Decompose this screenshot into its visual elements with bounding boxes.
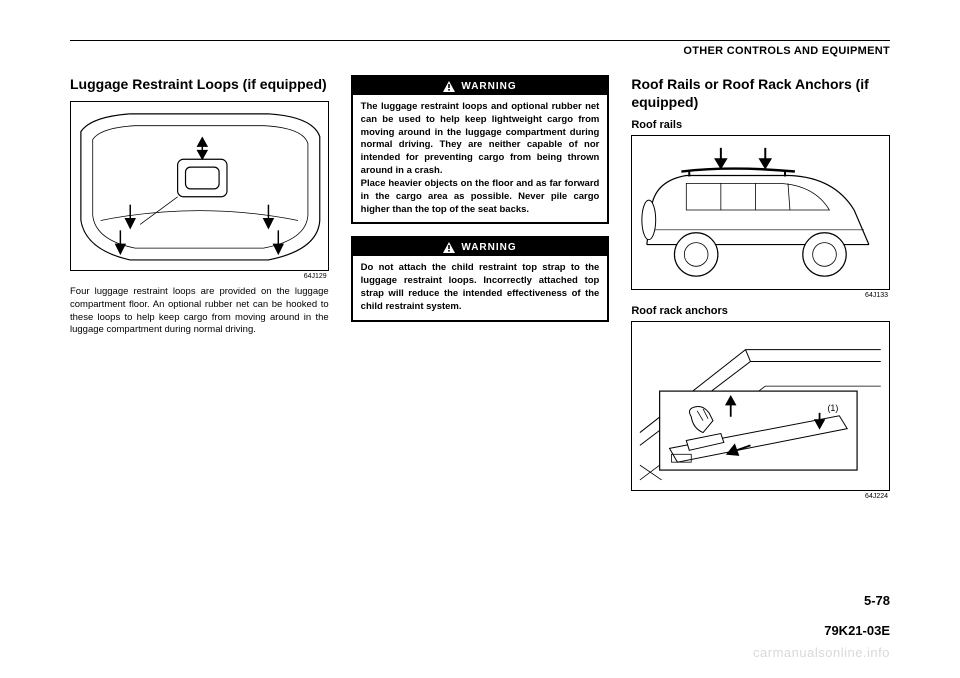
warning-label-1: WARNING	[461, 81, 516, 92]
header-section-title: OTHER CONTROLS AND EQUIPMENT	[70, 45, 890, 57]
figure-luggage-loops	[70, 101, 329, 271]
figure-roof-rails	[631, 135, 890, 290]
luggage-loops-heading: Luggage Restraint Loops (if equipped)	[70, 75, 329, 93]
roof-rack-anchors-subhead: Roof rack anchors	[631, 305, 890, 317]
figure-caption-1: 64J129	[70, 273, 327, 280]
document-code: 79K21-03E	[824, 623, 890, 638]
column-1: Luggage Restraint Loops (if equipped)	[70, 75, 329, 506]
warning-box-2: WARNING Do not attach the child restrain…	[351, 236, 610, 321]
roof-rails-heading: Roof Rails or Roof Rack Anchors (if equi…	[631, 75, 890, 111]
content-columns: Luggage Restraint Loops (if equipped)	[70, 75, 890, 506]
column-2: WARNING The luggage restraint loops and …	[351, 75, 610, 506]
warning-header-2: WARNING	[353, 238, 608, 256]
warning-triangle-icon	[443, 242, 455, 253]
figure-caption-3: 64J224	[631, 493, 888, 500]
figure-caption-2: 64J133	[631, 292, 888, 299]
page: OTHER CONTROLS AND EQUIPMENT Luggage Res…	[0, 0, 960, 678]
roof-rails-subhead: Roof rails	[631, 119, 890, 131]
watermark-text: carmanualsonline.info	[753, 645, 890, 660]
header-rule	[70, 40, 890, 41]
warning-triangle-icon	[443, 81, 455, 92]
figure-roof-rack-anchors: (1)	[631, 321, 890, 491]
figure-label-1: (1)	[828, 403, 839, 413]
warning-body-2: Do not attach the child restraint top st…	[353, 256, 608, 319]
page-number: 5-78	[864, 593, 890, 608]
warning-body-1: The luggage restraint loops and optional…	[353, 95, 608, 222]
luggage-loops-body: Four luggage restraint loops are provide…	[70, 286, 329, 337]
warning-box-1: WARNING The luggage restraint loops and …	[351, 75, 610, 224]
warning-header-1: WARNING	[353, 77, 608, 95]
warning-label-2: WARNING	[461, 242, 516, 253]
column-3: Roof Rails or Roof Rack Anchors (if equi…	[631, 75, 890, 506]
